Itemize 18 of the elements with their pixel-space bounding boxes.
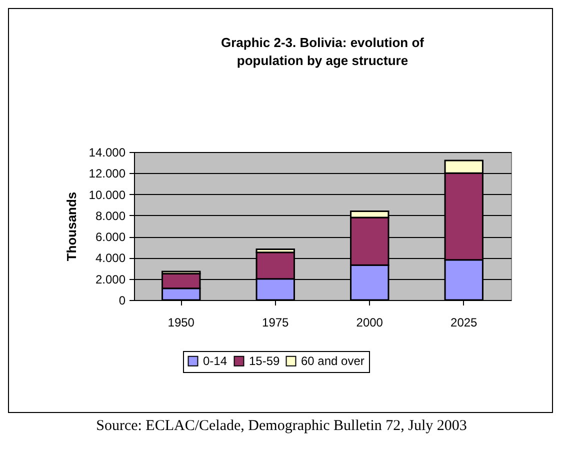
legend-label: 0-14 [203, 354, 228, 368]
legend-label: 60 and over [301, 354, 364, 368]
legend-label: 15-59 [249, 354, 280, 368]
y-tick-label: 12.000 [88, 166, 126, 181]
x-tick-label: 1950 [168, 316, 195, 330]
y-tick-label: 14.000 [88, 146, 126, 160]
y-tick-label: 2.000 [95, 272, 126, 286]
x-tick-label: 2025 [450, 316, 478, 330]
y-tick-label: 0 [118, 294, 126, 308]
x-tick-label: 2000 [356, 316, 384, 330]
y-tick-label: 6.000 [95, 230, 126, 244]
y-tick-label: 4.000 [95, 251, 126, 266]
y-tick-label: 8.000 [95, 208, 126, 223]
y-tick-label: 10.000 [88, 188, 126, 202]
source-note: Source: ECLAC/Celade, Demographic Bulletin 72, July 2003 [95, 418, 468, 435]
y-axis-title: Thousands [64, 192, 79, 262]
x-tick-label: 1975 [262, 316, 290, 330]
chart-title: Graphic 2-3. Bolivia: evolution of population by age structure [221, 35, 425, 68]
